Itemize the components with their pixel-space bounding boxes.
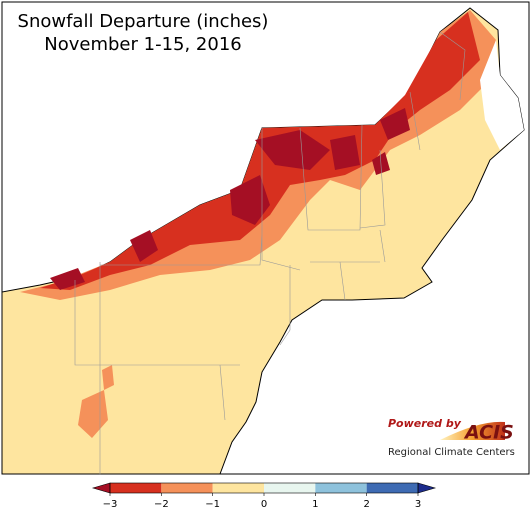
colorbar-tick-label: 3 bbox=[415, 499, 421, 510]
map bbox=[1, 1, 530, 475]
state-borders bbox=[74, 31, 466, 475]
map-title: Snowfall Departure (inches) bbox=[18, 11, 269, 32]
snow-departure-large bbox=[40, 12, 480, 290]
colorbar-bin bbox=[315, 483, 367, 493]
logo: Powered by ACIS Regional Climate Centers bbox=[388, 417, 515, 458]
colorbar-bin bbox=[161, 483, 213, 493]
colorbar-tick-label: −1 bbox=[205, 499, 220, 510]
colorbar-tick-label: 2 bbox=[363, 499, 369, 510]
colorbar-tick-label: 1 bbox=[312, 499, 318, 510]
colorbar-over-arrow bbox=[417, 482, 437, 494]
colorbar-under-arrow bbox=[91, 482, 111, 494]
colorbar-tick-label: −2 bbox=[154, 499, 169, 510]
logo-name: ACIS bbox=[463, 422, 514, 444]
no-data-area bbox=[480, 40, 524, 150]
colorbar-bin bbox=[264, 483, 316, 493]
colorbar-bin bbox=[366, 483, 418, 493]
colorbar-bin bbox=[212, 483, 264, 493]
colorbar-tick-label: −3 bbox=[103, 499, 118, 510]
logo-swoosh bbox=[440, 421, 505, 440]
logo-tagline: Regional Climate Centers bbox=[388, 447, 515, 458]
logo-powered-by: Powered by bbox=[388, 417, 462, 430]
colorbar-bin bbox=[110, 483, 162, 493]
map-subtitle: November 1-15, 2016 bbox=[44, 34, 241, 55]
snow-departure-moderate-south bbox=[78, 365, 114, 438]
colorbar-tick-label: 0 bbox=[261, 499, 267, 510]
colorbar: −3 −2 −1 0 1 2 3 bbox=[91, 482, 437, 510]
